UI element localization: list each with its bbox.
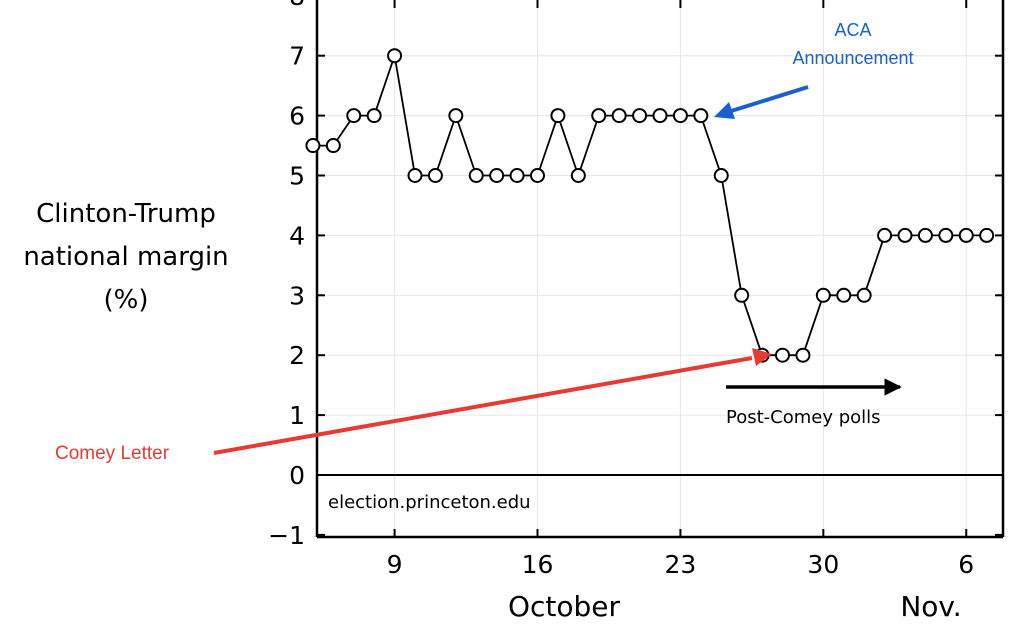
data-point xyxy=(652,108,668,124)
data-point xyxy=(305,138,321,154)
data-point xyxy=(815,287,831,303)
data-point xyxy=(795,347,811,363)
x-tick-label: 9 xyxy=(387,550,403,579)
data-point xyxy=(530,168,545,183)
x-tick-label: 6 xyxy=(958,550,974,579)
y-axis-title-line-2: national margin xyxy=(23,242,228,272)
y-axis-title: Clinton-Trump national margin (%) xyxy=(23,199,228,315)
y-tick-label: 6 xyxy=(289,102,305,131)
data-point xyxy=(713,168,729,183)
data-point xyxy=(448,108,464,124)
y-ticks: 8 7 6 5 4 3 2 1 0 −1 xyxy=(268,0,1003,550)
aca-annotation: ACA Announcement xyxy=(714,20,914,119)
data-point xyxy=(734,287,750,303)
comey-label: Comey Letter xyxy=(55,443,170,464)
data-point xyxy=(938,227,954,243)
data-point xyxy=(427,168,443,183)
data-point xyxy=(775,347,790,363)
data-point xyxy=(856,287,872,303)
y-tick-label: 7 xyxy=(289,42,305,71)
month-label-nov: Nov. xyxy=(900,590,961,623)
y-axis-title-line-1: Clinton-Trump xyxy=(36,199,216,229)
month-label-october: October xyxy=(508,590,621,623)
data-point xyxy=(489,168,505,183)
data-point xyxy=(958,227,974,243)
post-comey-label: Post-Comey polls xyxy=(726,407,881,428)
y-tick-label: 1 xyxy=(289,401,305,430)
comey-arrowhead xyxy=(752,348,772,366)
aca-label-line-1: ACA xyxy=(834,20,871,40)
aca-arrowhead xyxy=(714,102,735,119)
data-point xyxy=(407,168,423,183)
data-point xyxy=(693,108,709,124)
x-tick-label: 23 xyxy=(665,550,697,579)
grid-lines xyxy=(317,0,1003,537)
data-point xyxy=(897,227,913,243)
y-tick-label: 2 xyxy=(289,341,305,370)
y-tick-label: 4 xyxy=(289,221,305,250)
data-point xyxy=(632,108,648,124)
data-point xyxy=(468,168,484,183)
data-point xyxy=(346,108,362,124)
y-tick-label: 5 xyxy=(289,162,305,191)
data-point xyxy=(509,168,525,183)
y-tick-label: 3 xyxy=(289,281,305,310)
data-point xyxy=(570,168,586,183)
aca-label-line-2: Announcement xyxy=(792,48,913,68)
plot-frame xyxy=(315,0,1005,539)
source-note: election.princeton.edu xyxy=(328,492,531,513)
data-point xyxy=(366,108,382,124)
x-tick-label: 30 xyxy=(807,550,839,579)
y-tick-label: 8 xyxy=(289,0,305,11)
aca-arrow xyxy=(727,85,809,114)
data-point xyxy=(877,227,893,243)
series-path xyxy=(312,55,987,357)
comey-annotation: Comey Letter xyxy=(55,348,772,464)
y-axis-title-line-3: (%) xyxy=(104,285,149,315)
data-point xyxy=(672,108,688,124)
series-line xyxy=(305,48,995,363)
y-tick-label: −1 xyxy=(268,521,305,550)
data-point xyxy=(917,227,933,243)
data-point xyxy=(611,108,627,124)
data-point xyxy=(836,287,852,303)
comey-arrow xyxy=(213,356,753,455)
x-ticks: 9 16 23 30 6 xyxy=(387,0,974,579)
x-tick-label: 16 xyxy=(522,550,554,579)
data-point xyxy=(591,108,607,124)
data-point xyxy=(387,48,403,64)
y-tick-label: 0 xyxy=(289,461,305,490)
data-point xyxy=(550,108,566,124)
data-point xyxy=(325,138,341,154)
data-point xyxy=(979,227,995,243)
